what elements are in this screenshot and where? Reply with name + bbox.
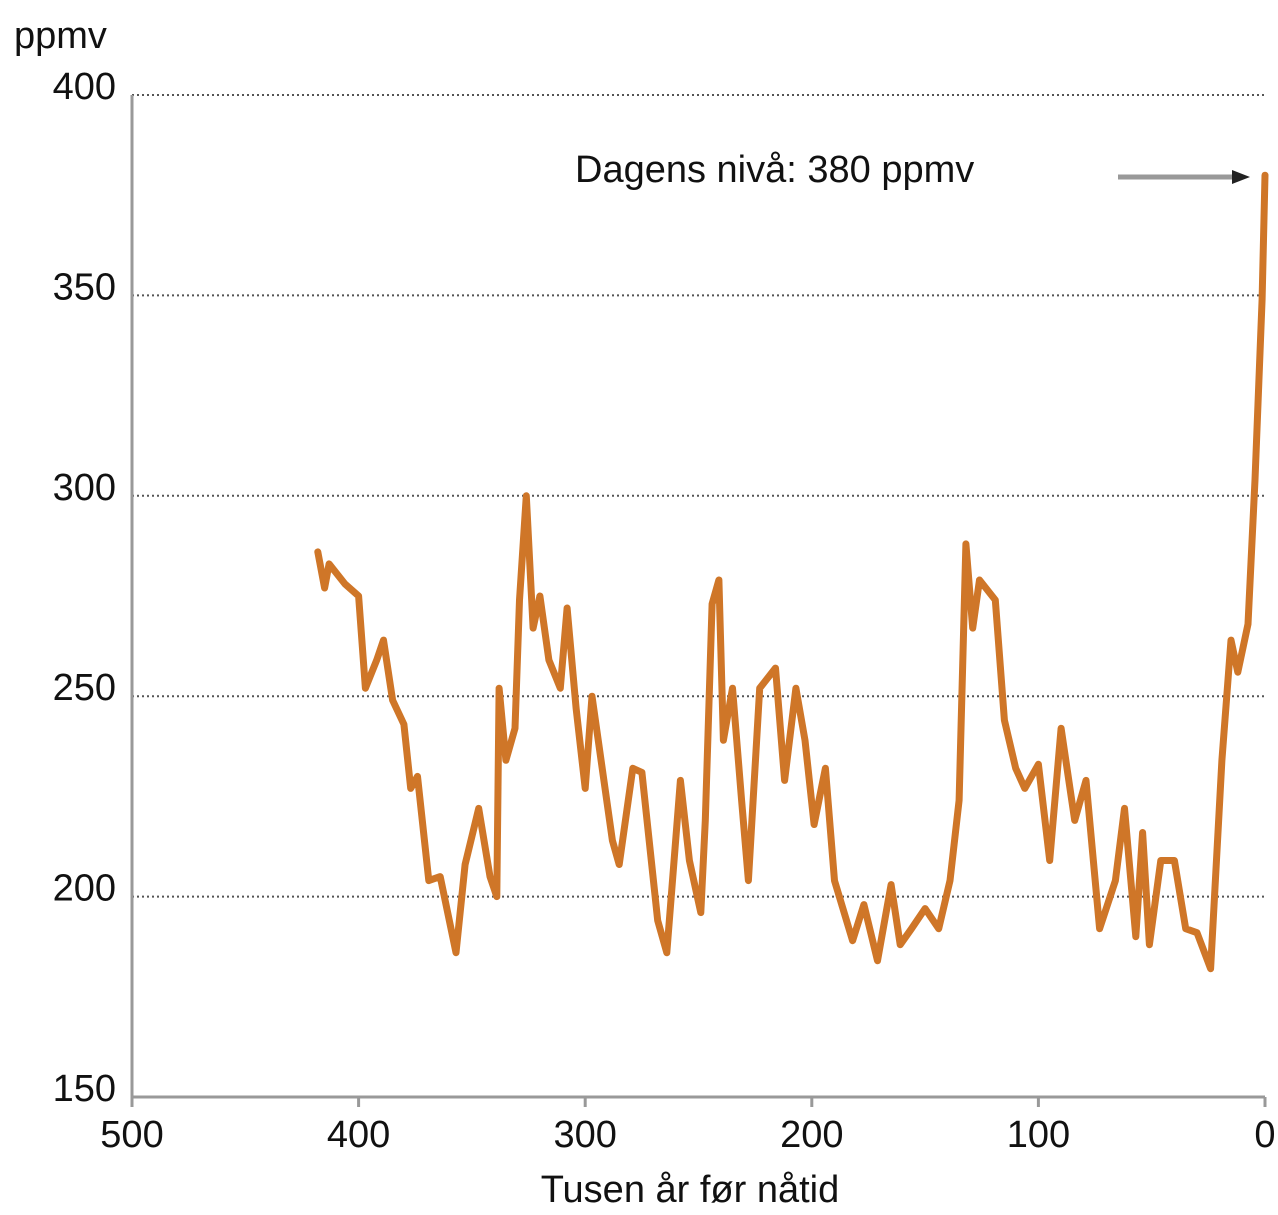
- x-tick-label: 0: [1254, 1114, 1275, 1156]
- x-tick-label: 500: [100, 1114, 163, 1156]
- y-tick-label: 200: [53, 868, 116, 910]
- x-axis-label: Tusen år før nåtid: [541, 1169, 840, 1211]
- y-tick-label: 300: [53, 467, 116, 509]
- data-line: [314, 171, 1269, 973]
- y-tick-label: 150: [53, 1068, 116, 1110]
- y-tick-label: 400: [53, 66, 116, 108]
- x-tick-label: 300: [553, 1114, 616, 1156]
- x-tick-label: 400: [327, 1114, 390, 1156]
- y-tick-label: 250: [53, 667, 116, 709]
- x-tick-label: 200: [780, 1114, 843, 1156]
- x-tick-label: 100: [1007, 1114, 1070, 1156]
- y-axis-label: ppmv: [14, 15, 107, 57]
- y-tick-label: 350: [53, 266, 116, 308]
- annotation: Dagens nivå: 380 ppmv: [575, 149, 974, 191]
- annotation-arrowhead: [1232, 170, 1250, 184]
